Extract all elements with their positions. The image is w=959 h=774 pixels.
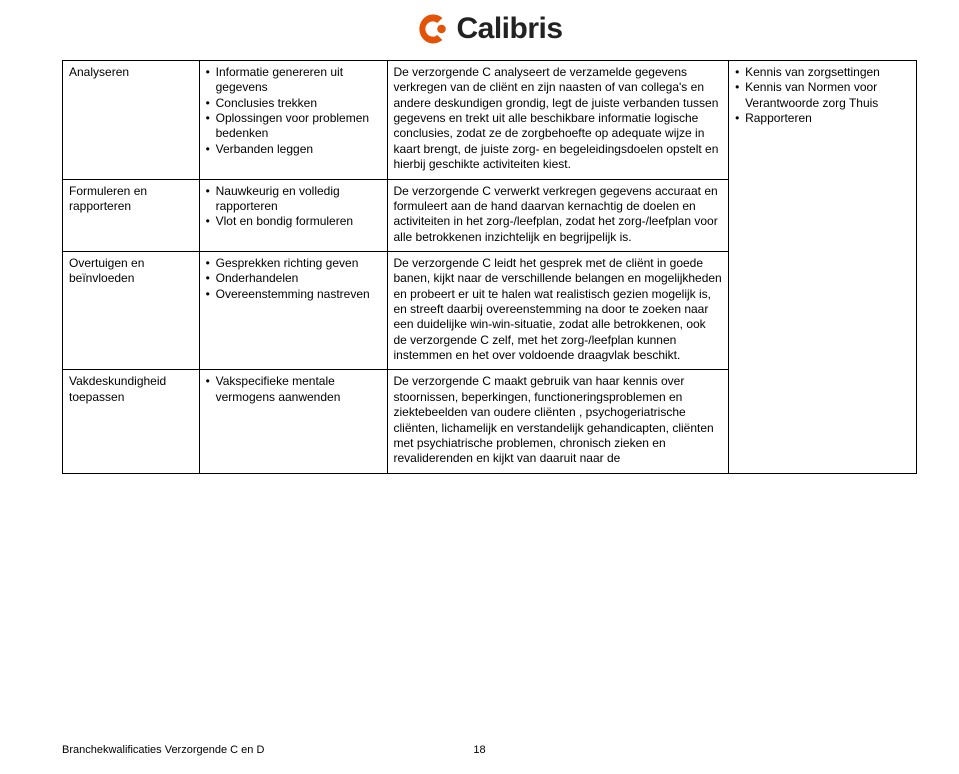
competency-table: AnalyserenInformatie genereren uit gegev… (62, 60, 917, 474)
description: De verzorgende C maakt gebruik van haar … (387, 370, 729, 473)
competency-name: Vakdeskundigheid toepassen (63, 370, 200, 473)
list-item: Informatie genereren uit gegevens (206, 65, 381, 96)
knowledge-list: Kennis van zorgsettingenKennis van Norme… (729, 61, 917, 474)
list-item: Rapporteren (735, 111, 910, 126)
behaviour-list: Vakspecifieke mentale vermogens aanwende… (199, 370, 387, 473)
list-item: Onderhandelen (206, 271, 381, 286)
footer-text: Branchekwalificaties Verzorgende C en D (62, 744, 264, 756)
behaviour-list: Informatie genereren uit gegevensConclus… (199, 61, 387, 180)
page-number: 18 (473, 744, 485, 756)
list-item: Kennis van zorgsettingen (735, 65, 910, 80)
behaviour-list: Nauwkeurig en volledig rapporterenVlot e… (199, 179, 387, 251)
competency-name: Overtuigen en beïnvloeden (63, 251, 200, 370)
competency-name: Analyseren (63, 61, 200, 180)
list-item: Vakspecifieke mentale vermogens aanwende… (206, 374, 381, 405)
logo-text: Calibris (456, 12, 562, 46)
behaviour-list: Gesprekken richting gevenOnderhandelenOv… (199, 251, 387, 370)
description: De verzorgende C analyseert de verzameld… (387, 61, 729, 180)
list-item: Oplossingen voor problemen bedenken (206, 111, 381, 142)
list-item: Kennis van Normen voor Verantwoorde zorg… (735, 80, 910, 111)
description: De verzorgende C leidt het gesprek met d… (387, 251, 729, 370)
list-item: Verbanden leggen (206, 142, 381, 157)
logo-icon (416, 12, 450, 46)
logo: Calibris (62, 12, 917, 46)
description: De verzorgende C verwerkt verkregen gege… (387, 179, 729, 251)
list-item: Conclusies trekken (206, 96, 381, 111)
competency-name: Formuleren en rapporteren (63, 179, 200, 251)
list-item: Gesprekken richting geven (206, 256, 381, 271)
list-item: Nauwkeurig en volledig rapporteren (206, 184, 381, 215)
table-row: AnalyserenInformatie genereren uit gegev… (63, 61, 917, 180)
list-item: Vlot en bondig formuleren (206, 214, 381, 229)
list-item: Overeenstemming nastreven (206, 287, 381, 302)
